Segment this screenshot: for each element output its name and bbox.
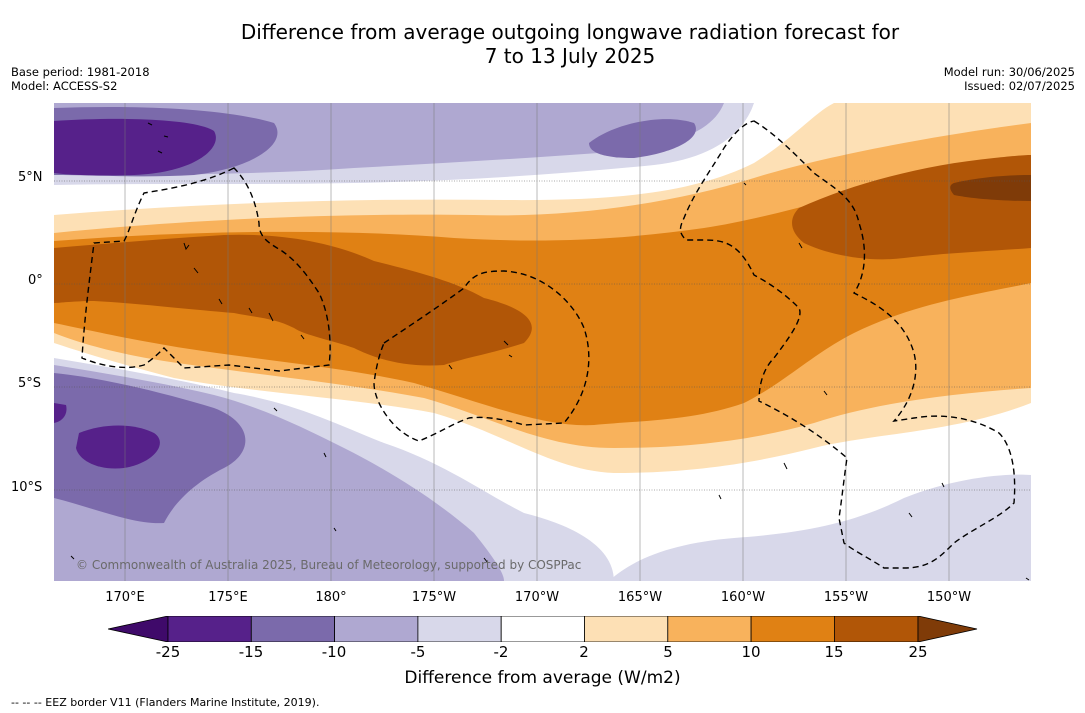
- contour-south-deep-purple-2: [54, 403, 67, 423]
- lon-label-175w: 175°W: [411, 590, 457, 605]
- contour-south-deep-purple: [76, 425, 160, 469]
- lat-label-5n: 5°N: [18, 170, 43, 185]
- title-line-2: 7 to 13 July 2025: [484, 44, 656, 68]
- lat-label-10s: 10°S: [11, 480, 43, 495]
- title-line-1: Difference from average outgoing longwav…: [240, 20, 900, 44]
- colorbar-tick: -15: [238, 643, 264, 661]
- colorbar-tick: 10: [741, 643, 761, 661]
- colorbar-tick: 25: [908, 643, 928, 661]
- colorbar-tick: -25: [155, 643, 181, 661]
- contour-se-lavender: [609, 474, 1031, 581]
- lon-label-155w: 155°W: [823, 590, 869, 605]
- colorbar-swatch-2: [250, 616, 336, 642]
- grid-lines: [54, 180, 1031, 491]
- eez-border-phoenix: [373, 270, 590, 442]
- colorbar-swatch-1: [167, 616, 252, 642]
- colorbar-tick: -5: [410, 643, 426, 661]
- island-coastlines: [70, 122, 1030, 581]
- base-period: Base period: 1981-2018: [11, 65, 150, 79]
- contour-brown-extreme: [950, 175, 1031, 201]
- colorbar-swatch-4: [417, 616, 502, 642]
- meridians: [124, 103, 950, 581]
- meta-right: Model run: 30/06/2025 Issued: 02/07/2025: [944, 65, 1075, 93]
- meta-left: Base period: 1981-2018 Model: ACCESS-S2: [11, 65, 150, 93]
- lat-label-5s: 5°S: [18, 376, 42, 391]
- colorbar-swatch-9: [834, 616, 919, 642]
- contour-north-deep-purple: [54, 118, 216, 176]
- colorbar: [108, 616, 978, 642]
- chart-title: Difference from average outgoing longwav…: [0, 20, 1085, 68]
- eez-borders: [81, 120, 1016, 569]
- colorbar-tick: 5: [663, 643, 673, 661]
- lon-label-170w: 170°W: [514, 590, 560, 605]
- colorbar-swatch-3: [334, 616, 419, 642]
- contour-brown: [54, 234, 532, 366]
- contour-dark-orange: [54, 158, 1031, 426]
- eez-border-kiribati-gilberts: [81, 167, 331, 372]
- colorbar-swatch-6: [584, 616, 669, 642]
- colorbar-tick: 15: [824, 643, 844, 661]
- colorbar-swatch-7: [667, 616, 752, 642]
- colorbar-extend-low: [108, 616, 169, 642]
- eez-border-line-islands: [679, 120, 1016, 569]
- map-panel: [54, 103, 1031, 581]
- issued-date: Issued: 02/07/2025: [964, 79, 1075, 93]
- lon-label-150w: 150°W: [926, 590, 972, 605]
- model-name: Model: ACCESS-S2: [11, 79, 118, 93]
- lon-label-170e: 170°E: [105, 590, 145, 605]
- copyright-notice: © Commonwealth of Australia 2025, Bureau…: [76, 558, 582, 572]
- lon-label-180: 180°: [315, 590, 347, 605]
- model-run: Model run: 30/06/2025: [943, 65, 1075, 79]
- lat-label-0: 0°: [28, 273, 43, 288]
- colorbar-tick: -10: [321, 643, 347, 661]
- colorbar-label: Difference from average (W/m2): [404, 668, 681, 688]
- contour-north-purple-2: [589, 119, 696, 158]
- anomaly-map: [54, 103, 1031, 581]
- eez-legend-note: -- -- -- EEZ border V11 (Flanders Marine…: [11, 696, 320, 709]
- lon-label-160w: 160°W: [720, 590, 766, 605]
- colorbar-swatch-8: [750, 616, 835, 642]
- colorbar-tick: -2: [493, 643, 509, 661]
- lon-label-175e: 175°E: [208, 590, 248, 605]
- lon-label-165w: 165°W: [617, 590, 663, 605]
- colorbar-swatch-5: [500, 616, 585, 642]
- colorbar-extend-high: [917, 616, 978, 642]
- colorbar-tick: 2: [579, 643, 589, 661]
